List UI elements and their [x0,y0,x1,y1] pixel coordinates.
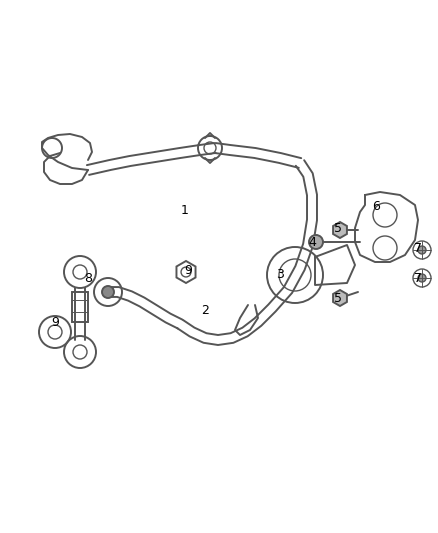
Text: 7: 7 [414,271,422,285]
Bar [72,292,88,322]
Text: 2: 2 [201,303,209,317]
Text: 1: 1 [181,204,189,216]
Circle shape [102,286,114,298]
Polygon shape [333,222,347,238]
Text: 9: 9 [51,316,59,328]
Text: 8: 8 [84,271,92,285]
Text: 3: 3 [276,269,284,281]
Circle shape [418,246,426,254]
Text: 9: 9 [184,263,192,277]
Polygon shape [333,290,347,306]
Text: 5: 5 [334,292,342,304]
Text: 7: 7 [414,241,422,254]
Text: 5: 5 [334,222,342,235]
Circle shape [418,274,426,282]
Text: 4: 4 [308,236,316,248]
Text: 6: 6 [372,200,380,214]
Circle shape [309,235,323,249]
